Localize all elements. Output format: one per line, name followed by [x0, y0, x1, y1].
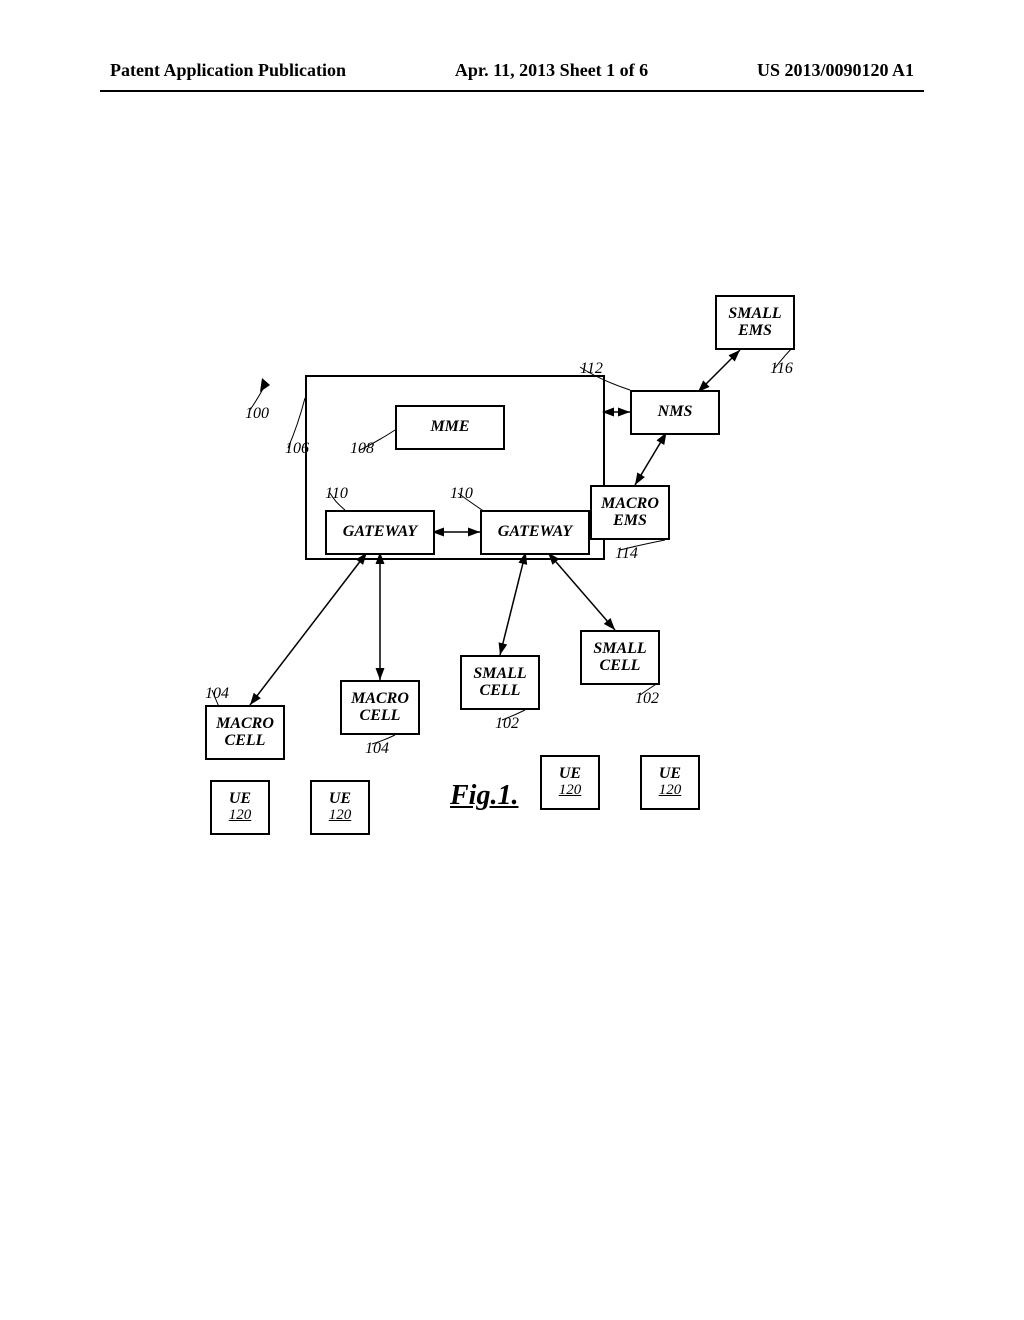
macro-cell-1-label-1: MACRO	[216, 716, 274, 733]
nms-box: NMS	[630, 390, 720, 435]
ref-104-a: 104	[205, 685, 229, 703]
macro-cell-2-label-2: CELL	[360, 708, 401, 725]
ue-1-label: UE	[229, 791, 251, 808]
small-cell-1-box: SMALL CELL	[460, 655, 540, 710]
ref-102-a: 102	[495, 715, 519, 733]
small-ems-label-1: SMALL	[728, 306, 781, 323]
ref-102-b: 102	[635, 690, 659, 708]
macro-ems-label-2: EMS	[613, 513, 647, 530]
ref-110-a: 110	[325, 485, 348, 503]
small-cell-2-label-1: SMALL	[593, 641, 646, 658]
ref-112: 112	[580, 360, 603, 378]
macro-ems-box: MACRO EMS	[590, 485, 670, 540]
ue-3-box: UE 120	[540, 755, 600, 810]
small-ems-label-2: EMS	[738, 323, 772, 340]
ue-2-label: UE	[329, 791, 351, 808]
macro-cell-2-label-1: MACRO	[351, 691, 409, 708]
macro-cell-1-box: MACRO CELL	[205, 705, 285, 760]
ue-2-box: UE 120	[310, 780, 370, 835]
ref-100: 100	[245, 405, 269, 423]
ue-4-label: UE	[659, 766, 681, 783]
nms-label: NMS	[658, 404, 693, 421]
header-rule	[100, 90, 924, 92]
small-cell-2-label-2: CELL	[600, 658, 641, 675]
ue-4-box: UE 120	[640, 755, 700, 810]
mme-label: MME	[430, 419, 469, 436]
ue-4-ref: 120	[659, 783, 682, 799]
ue-2-ref: 120	[329, 808, 352, 824]
small-cell-2-box: SMALL CELL	[580, 630, 660, 685]
ref-108: 108	[350, 440, 374, 458]
page-header: Patent Application Publication Apr. 11, …	[0, 60, 1024, 81]
ue-3-ref: 120	[559, 783, 582, 799]
macro-cell-1-label-2: CELL	[225, 733, 266, 750]
ref-116: 116	[770, 360, 793, 378]
macro-ems-label-1: MACRO	[601, 496, 659, 513]
gateway-2-label: GATEWAY	[498, 524, 572, 541]
gateway-2-box: GATEWAY	[480, 510, 590, 555]
gateway-1-label: GATEWAY	[343, 524, 417, 541]
figure-label: Fig.1.	[450, 780, 518, 812]
small-cell-1-label-1: SMALL	[473, 666, 526, 683]
ue-3-label: UE	[559, 766, 581, 783]
ref-110-b: 110	[450, 485, 473, 503]
gateway-1-box: GATEWAY	[325, 510, 435, 555]
header-left: Patent Application Publication	[110, 60, 346, 81]
ref-114: 114	[615, 545, 638, 563]
ue-1-ref: 120	[229, 808, 252, 824]
small-ems-box: SMALL EMS	[715, 295, 795, 350]
ref-106: 106	[285, 440, 309, 458]
header-right: US 2013/0090120 A1	[757, 60, 914, 81]
figure-1-diagram: NMS MME GATEWAY GATEWAY MACRO EMS SMALL …	[170, 290, 810, 890]
ue-1-box: UE 120	[210, 780, 270, 835]
small-cell-1-label-2: CELL	[480, 683, 521, 700]
macro-cell-2-box: MACRO CELL	[340, 680, 420, 735]
ref-104-b: 104	[365, 740, 389, 758]
mme-box: MME	[395, 405, 505, 450]
header-center: Apr. 11, 2013 Sheet 1 of 6	[455, 60, 648, 81]
